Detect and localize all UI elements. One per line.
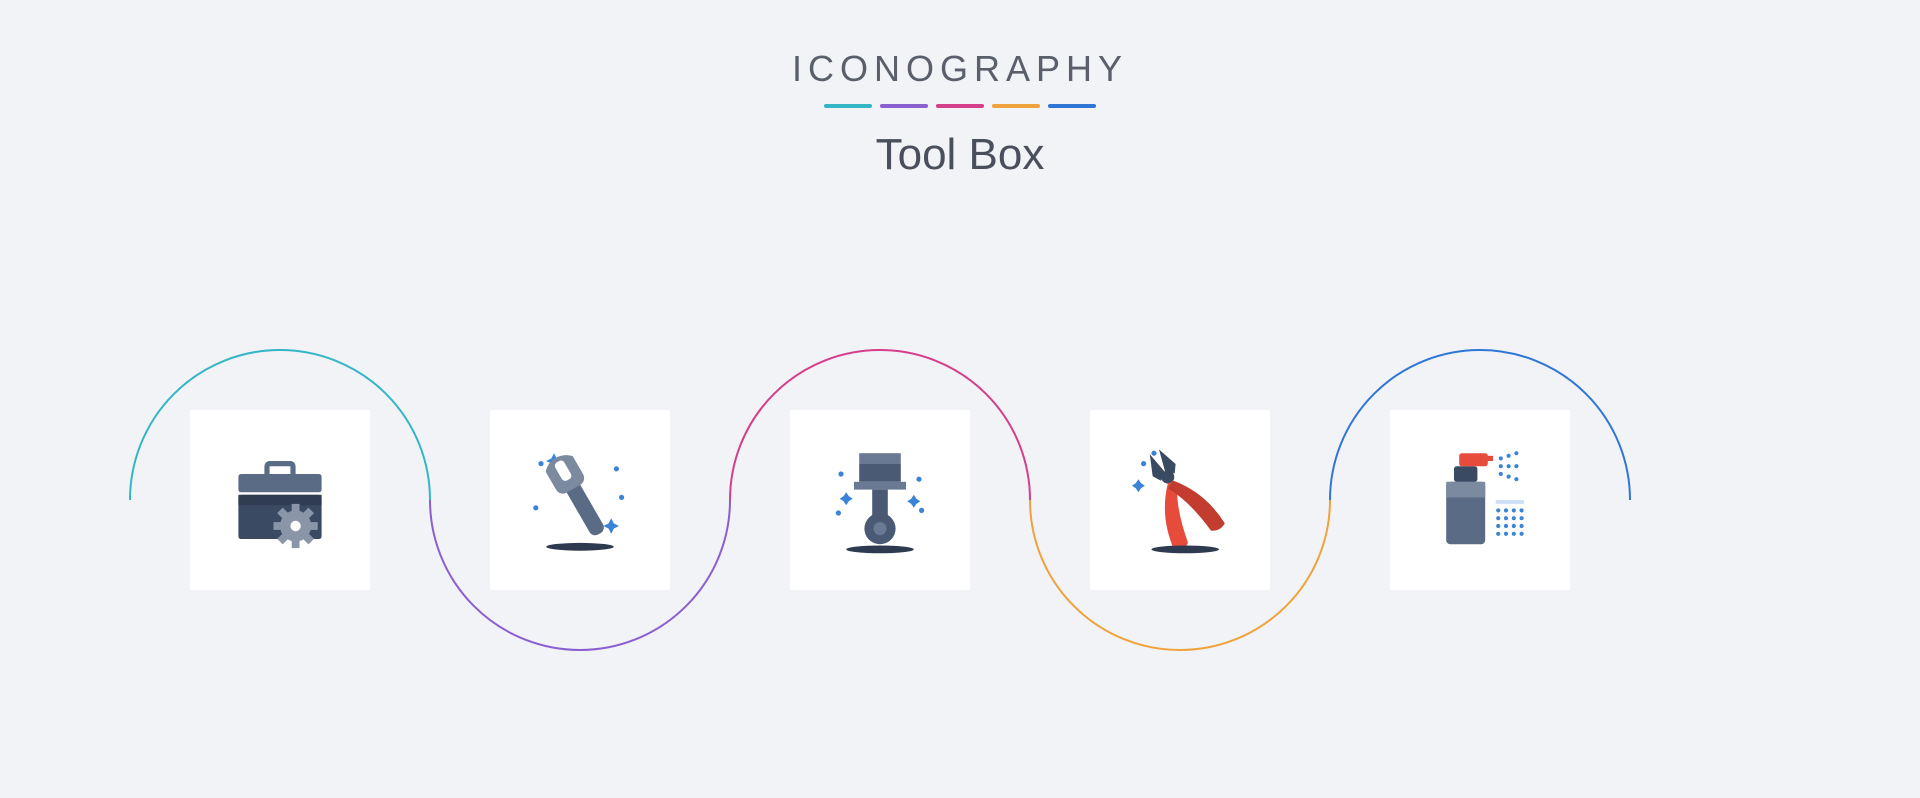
icon-card-wrench — [490, 410, 670, 590]
icon-card-spray — [1390, 410, 1570, 590]
dash-3 — [936, 104, 984, 108]
brand-label: ICONOGRAPHY — [0, 48, 1920, 90]
icon-stage — [0, 230, 1920, 750]
piston-icon — [815, 435, 945, 565]
header: ICONOGRAPHY Tool Box — [0, 0, 1920, 180]
icon-card-pliers — [1090, 410, 1270, 590]
dash-1 — [824, 104, 872, 108]
wrench-icon — [515, 435, 645, 565]
spray-icon — [1415, 435, 1545, 565]
dash-4 — [992, 104, 1040, 108]
brand-underline — [0, 104, 1920, 108]
toolbox-icon — [215, 435, 345, 565]
icon-card-piston — [790, 410, 970, 590]
dash-2 — [880, 104, 928, 108]
page-title: Tool Box — [0, 130, 1920, 180]
icon-card-toolbox — [190, 410, 370, 590]
dash-5 — [1048, 104, 1096, 108]
pliers-icon — [1115, 435, 1245, 565]
